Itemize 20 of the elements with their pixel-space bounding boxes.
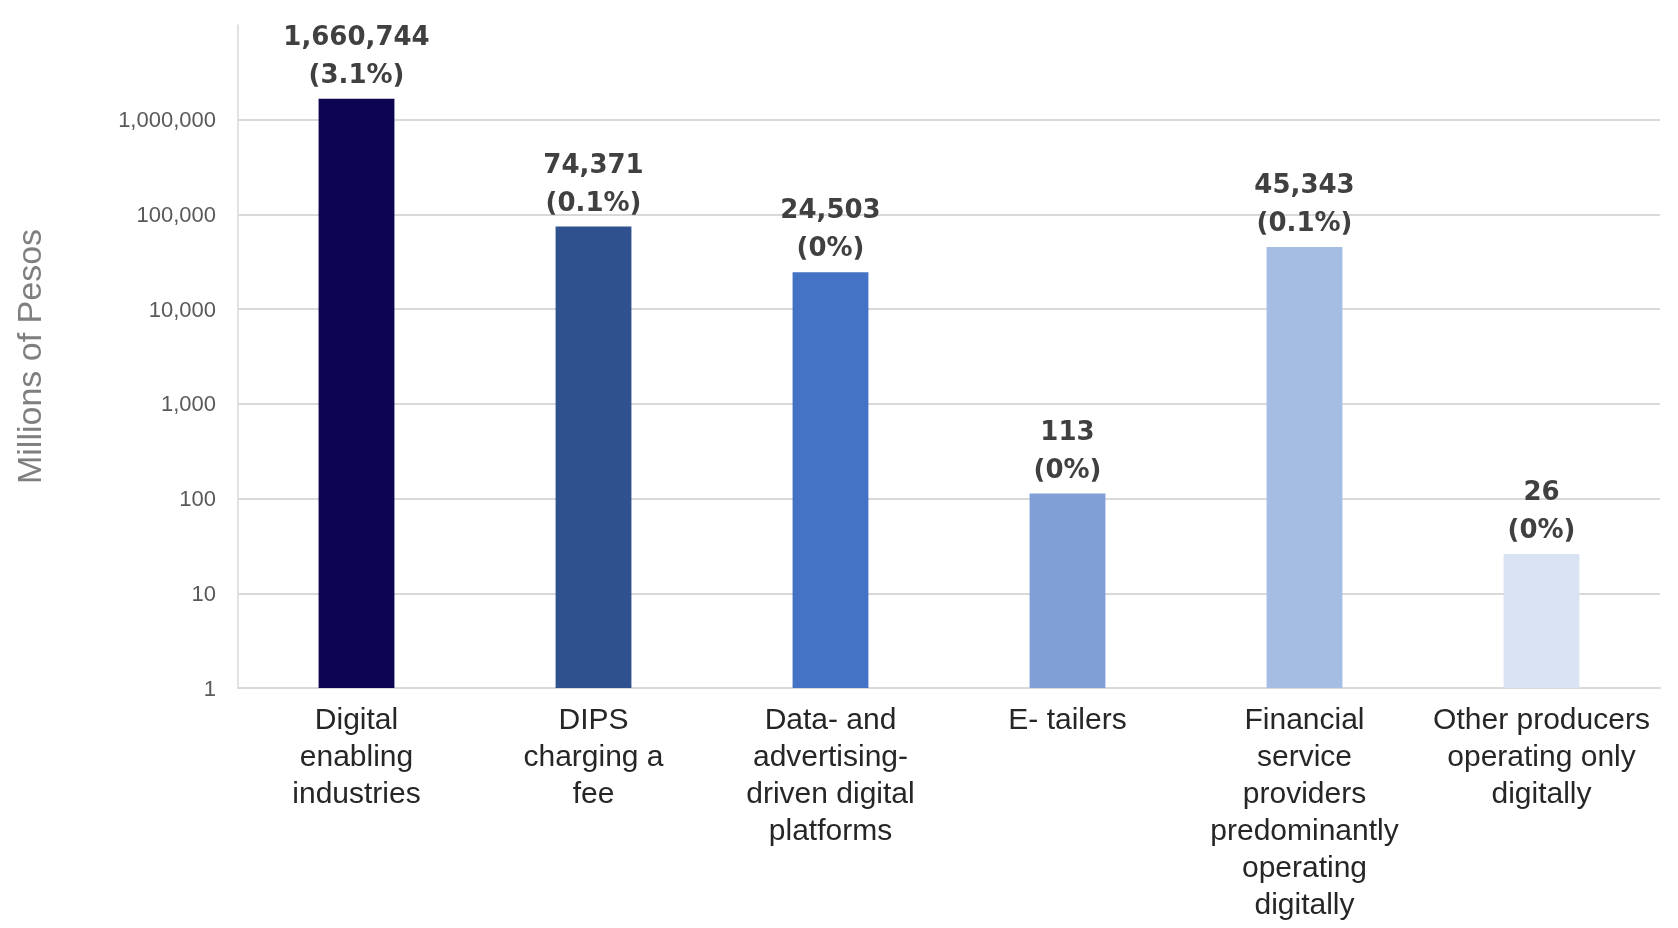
x-tick-label: DIPS charging a fee bbox=[523, 702, 664, 809]
y-tick-label: 10 bbox=[191, 580, 216, 606]
y-tick-label: 10,000 bbox=[148, 296, 216, 322]
data-label: 1,660,744 (3.1%) bbox=[283, 20, 430, 89]
x-tick-label: E- tailers bbox=[1008, 702, 1127, 735]
y-tick-label: 100,000 bbox=[136, 201, 216, 227]
x-tick-label: Other producers operating only digitally bbox=[1433, 702, 1650, 809]
y-tick-label: 1,000 bbox=[160, 391, 216, 417]
x-tick-label: Digital enabling industries bbox=[292, 702, 421, 809]
data-label: 24,503 (0%) bbox=[780, 194, 881, 263]
y-tick-label: 1,000,000 bbox=[118, 107, 216, 133]
data-label: 45,343 (0.1%) bbox=[1254, 168, 1355, 237]
y-axis-title: Millions of Pesos bbox=[10, 228, 48, 485]
data-label: 26 (0%) bbox=[1507, 475, 1576, 544]
x-tick-label: Financial service providers predominantly operating digitally bbox=[1210, 702, 1399, 920]
data-label: 74,371 (0.1%) bbox=[543, 148, 644, 217]
y-tick-label: 1 bbox=[203, 675, 216, 701]
x-tick-label: Data- and advertising- driven digital platforms bbox=[746, 702, 915, 846]
y-tick-label: 100 bbox=[179, 486, 216, 512]
data-label: 113 (0%) bbox=[1033, 415, 1102, 484]
